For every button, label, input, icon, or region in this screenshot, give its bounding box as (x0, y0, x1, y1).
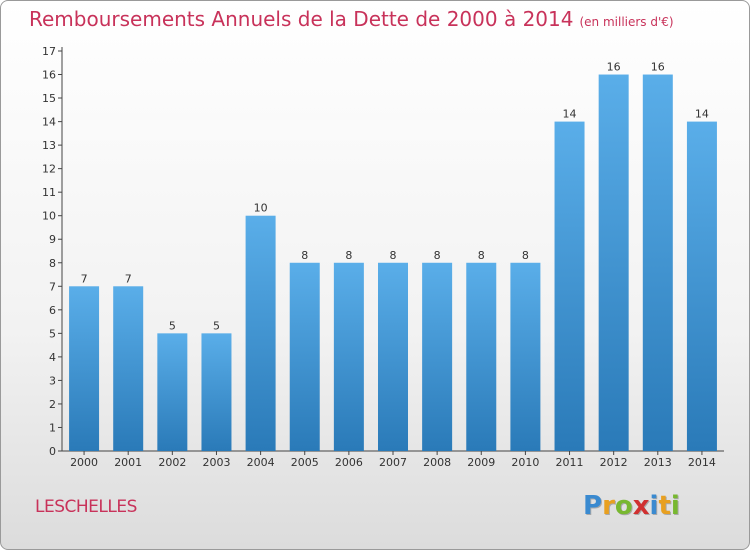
x-tick-label: 2010 (511, 456, 539, 469)
data-label: 8 (301, 249, 308, 262)
y-tick-label: 5 (49, 327, 56, 340)
x-tick-label: 2005 (291, 456, 319, 469)
x-tick-label: 2009 (467, 456, 495, 469)
logo-letter: t (658, 491, 671, 521)
y-tick-label: 6 (49, 304, 56, 317)
data-label: 16 (651, 61, 665, 74)
x-tick-label: 2006 (335, 456, 363, 469)
bar (466, 262, 497, 451)
data-label: 14 (695, 108, 709, 121)
y-tick-label: 15 (42, 92, 56, 105)
proxiti-logo: Proxiti (583, 491, 680, 521)
bar (378, 262, 408, 451)
data-label: 7 (81, 272, 88, 285)
logo-letter: i (670, 491, 680, 521)
x-tick-label: 2008 (423, 456, 451, 469)
y-tick-label: 16 (42, 69, 56, 82)
x-tick-label: 2012 (600, 456, 628, 469)
y-tick-label: 8 (49, 257, 56, 270)
bar (422, 262, 453, 451)
data-label: 8 (522, 249, 529, 262)
y-tick-label: 12 (42, 163, 56, 176)
y-tick-label: 4 (49, 351, 56, 364)
data-label: 5 (213, 319, 220, 332)
x-tick-label: 2014 (688, 456, 716, 469)
bar (554, 121, 585, 452)
bars (69, 74, 717, 452)
y-tick-label: 10 (42, 210, 56, 223)
logo-letter: x (632, 491, 650, 521)
x-tick-label: 2003 (202, 456, 230, 469)
y-tick-label: 11 (42, 186, 56, 199)
data-label: 8 (345, 249, 352, 262)
labels: 2000 7 2001 7 2002 5 2003 5 2004 10 2005 8 2006 8 2007… (70, 61, 716, 469)
y-tick-label: 14 (42, 116, 56, 129)
y-tick-label: 17 (42, 45, 56, 58)
logo-letter: P (583, 491, 603, 521)
chart-title: Remboursements Annuels de la Dette de 20… (29, 7, 674, 31)
x-tick-label: 2000 (70, 456, 98, 469)
bar (201, 333, 232, 451)
data-label: 7 (125, 272, 132, 285)
bar (245, 215, 276, 451)
chart-subtitle: (en milliers d'€) (579, 15, 674, 29)
logo-letter: i (649, 491, 659, 521)
data-label: 16 (607, 61, 621, 74)
bar (157, 333, 188, 451)
data-label: 8 (390, 249, 397, 262)
data-label: 8 (434, 249, 441, 262)
bar (642, 74, 673, 451)
data-label: 14 (563, 108, 577, 121)
bar (510, 262, 541, 451)
y-tick-label: 1 (49, 421, 56, 434)
y-tick-label: 0 (49, 445, 56, 458)
y-tick-label: 13 (42, 139, 56, 152)
bar (69, 286, 100, 451)
x-tick-label: 2004 (247, 456, 275, 469)
title-text: Remboursements Annuels de la Dette de 20… (29, 7, 574, 31)
bar (598, 74, 629, 451)
bar (333, 262, 364, 451)
bar (113, 286, 144, 451)
commune-name: LESCHELLES (35, 497, 137, 517)
x-tick-label: 2011 (556, 456, 584, 469)
logo-letter: o (614, 491, 633, 521)
data-label: 10 (254, 202, 268, 215)
data-label: 5 (169, 319, 176, 332)
bar (686, 121, 717, 452)
y-tick-label: 9 (49, 233, 56, 246)
logo-letter: r (602, 491, 615, 521)
data-label: 8 (478, 249, 485, 262)
x-tick-label: 2002 (158, 456, 186, 469)
y-tick-label: 3 (49, 374, 56, 387)
x-tick-label: 2001 (114, 456, 142, 469)
x-tick-label: 2007 (379, 456, 407, 469)
x-tick-label: 2013 (644, 456, 672, 469)
y-tick-label: 2 (49, 398, 56, 411)
bar (289, 262, 320, 451)
y-tick-label: 7 (49, 280, 56, 293)
